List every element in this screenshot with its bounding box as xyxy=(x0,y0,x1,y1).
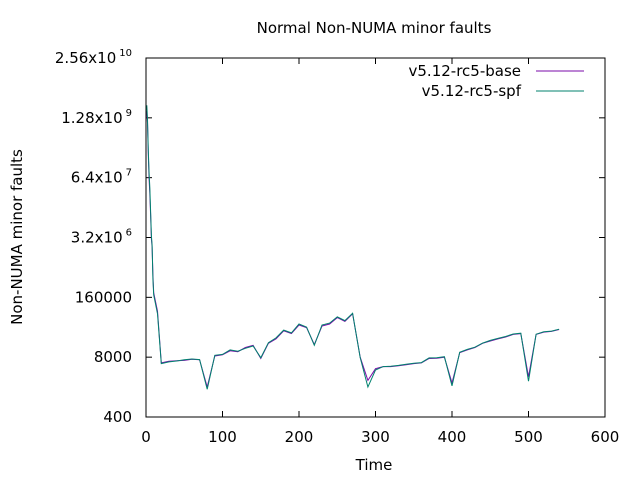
x-tick-label: 600 xyxy=(591,428,620,446)
series-line-1 xyxy=(146,105,560,390)
y-tick-label: 400 xyxy=(103,408,132,426)
y-axis-label: Non-NUMA minor faults xyxy=(8,149,26,325)
y-tick-label: 8000 xyxy=(94,348,132,366)
x-tick-label: 200 xyxy=(285,428,314,446)
y-tick-base: 400 xyxy=(103,408,132,426)
x-tick-label: 0 xyxy=(141,428,151,446)
chart-title: Normal Non-NUMA minor faults xyxy=(257,19,492,37)
y-tick-exponent: 10 xyxy=(119,48,132,59)
y-tick-label: 3.2x10 6 xyxy=(71,228,132,247)
y-tick-exponent: 6 xyxy=(126,228,132,239)
series-line-0 xyxy=(146,110,560,389)
y-tick-label: 6.4x10 7 xyxy=(71,168,132,187)
y-tick-base: 1.28x10 xyxy=(61,109,122,127)
legend: v5.12-rc5-base v5.12-rc5-spf xyxy=(409,62,584,100)
plot-frame xyxy=(145,57,606,418)
y-tick-base: 6.4x10 xyxy=(71,169,123,187)
legend-label: v5.12-rc5-base xyxy=(409,62,522,80)
y-axis-ticks: 400 8000 160000 3.2x10 6 6.4x10 7 1.28x10 9 2.56x… xyxy=(55,48,605,426)
y-tick-exponent: 7 xyxy=(126,168,132,179)
x-axis-ticks: 0 100 200 300 400 500 600 xyxy=(141,58,619,446)
y-tick-label: 2.56x10 10 xyxy=(55,48,132,67)
y-tick-base: 160000 xyxy=(75,288,132,306)
y-tick-label: 160000 xyxy=(75,288,132,306)
x-tick-label: 100 xyxy=(208,428,237,446)
x-tick-label: 300 xyxy=(361,428,390,446)
x-axis-label: Time xyxy=(355,456,393,474)
y-tick-base: 2.56x10 xyxy=(55,49,116,67)
series-lines xyxy=(146,105,560,390)
y-tick-label: 1.28x10 9 xyxy=(61,108,132,127)
y-tick-base: 3.2x10 xyxy=(71,229,123,247)
legend-label: v5.12-rc5-spf xyxy=(422,82,522,100)
x-tick-label: 500 xyxy=(514,428,543,446)
y-tick-exponent: 9 xyxy=(126,108,132,119)
x-tick-label: 400 xyxy=(438,428,467,446)
y-tick-base: 8000 xyxy=(94,348,132,366)
